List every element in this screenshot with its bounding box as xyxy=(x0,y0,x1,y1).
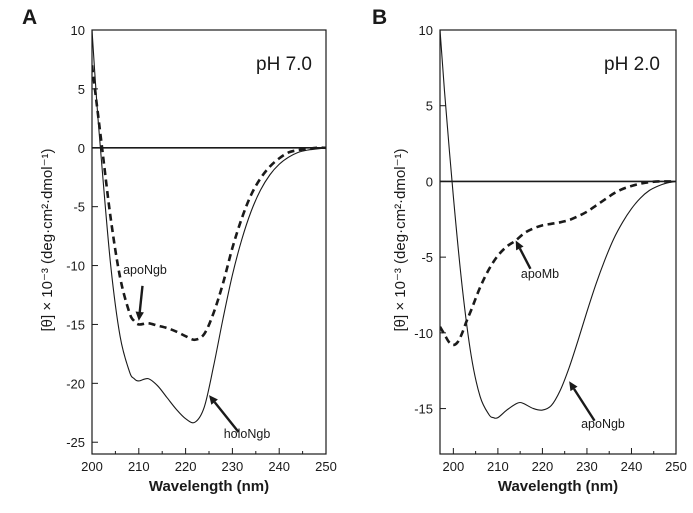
panel-a-y-tick-label: -20 xyxy=(66,376,85,391)
panel-a-x-tick-label: 220 xyxy=(175,459,197,474)
panel-a-x-tick-label: 250 xyxy=(315,459,337,474)
panel-b-x-axis-title: Wavelength (nm) xyxy=(498,478,618,495)
panel-b-plot-frame xyxy=(439,29,677,455)
panel-b-series-apomb-dashed xyxy=(440,180,676,347)
panel-a-series-apongb-dashed xyxy=(92,65,326,342)
panel-a-condition-label: pH 7.0 xyxy=(256,54,312,75)
panel-a-annotation-arrow-apongb xyxy=(138,285,144,313)
panel-b-y-axis-title: [θ] × 10⁻³ (deg·cm²·dmol⁻¹) xyxy=(392,149,409,332)
panel-b-annotation-arrowhead-apomb xyxy=(515,240,524,251)
panel-b-y-tick-label: 0 xyxy=(426,174,433,189)
panel-a-x-tick-label: 200 xyxy=(81,459,103,474)
panel-a-y-tick-label: 0 xyxy=(78,141,85,156)
panel-b-annotation-arrowhead-apongb xyxy=(569,381,578,392)
panel-a-x-tick-label: 240 xyxy=(268,459,290,474)
panel-a-annotation-arrowhead-apongb xyxy=(135,311,144,321)
panel-a-letter: A xyxy=(22,6,37,29)
panel-b-annotation-arrow-apongb xyxy=(573,388,596,422)
panel-b-x-tick-label: 230 xyxy=(576,459,598,474)
panel-a-y-axis-title: [θ] × 10⁻³ (deg·cm²·dmol⁻¹) xyxy=(39,149,56,332)
panel-b-x-tick-label: 200 xyxy=(443,459,465,474)
panel-a-x-tick-label: 230 xyxy=(222,459,244,474)
panel-b-annotation-apomb: apoMb xyxy=(521,267,559,281)
panel-a: A 200 210 220 230 240 250 10 5 0 -5 -10 -15 -20 -25 Wav… xyxy=(22,6,337,495)
panel-b-annotation-apongb: apoNgb xyxy=(581,417,625,431)
panel-a-series-holongb-solid xyxy=(92,30,326,424)
panel-b-series-apongb-solid xyxy=(440,30,676,419)
panel-a-y-tick-label: -5 xyxy=(73,200,85,215)
panel-a-annotation-apongb: apoNgb xyxy=(123,263,167,277)
panel-a-y-tick-label: -25 xyxy=(66,435,85,450)
panel-b-y-tick-label: -10 xyxy=(414,326,433,341)
panel-a-y-tick-label: -15 xyxy=(66,317,85,332)
panel-a-x-axis-title: Wavelength (nm) xyxy=(149,478,269,495)
panel-a-annotation-arrowhead-holongb xyxy=(209,395,218,405)
panel-a-annotation-arrow-holongb xyxy=(213,401,240,433)
panel-b-x-tick-label: 220 xyxy=(532,459,554,474)
panel-b-y-tick-label: -5 xyxy=(421,250,433,265)
panel-a-y-tick-label: 5 xyxy=(78,82,85,97)
panel-a-x-tick-label: 210 xyxy=(128,459,150,474)
panel-b-letter: B xyxy=(372,6,387,29)
panel-b-annotation-arrow-apomb xyxy=(518,247,532,270)
panel-b-x-tick-label: 250 xyxy=(665,459,687,474)
panel-b-x-tick-label: 240 xyxy=(621,459,643,474)
panel-b-x-tick-label: 210 xyxy=(487,459,509,474)
panel-b: B 200 210 220 230 240 250 10 5 0 -5 -10 -15 Wavelengt… xyxy=(372,6,687,495)
panel-b-y-tick-label: 5 xyxy=(426,99,433,114)
panel-a-annotation-holongb: holoNgb xyxy=(224,427,271,441)
panel-a-y-tick-label: -10 xyxy=(66,259,85,274)
panel-b-condition-label: pH 2.0 xyxy=(604,54,660,75)
panel-b-y-tick-label: 10 xyxy=(419,23,433,38)
panel-a-y-tick-label: 10 xyxy=(71,23,85,38)
panel-b-y-tick-label: -15 xyxy=(414,402,433,417)
